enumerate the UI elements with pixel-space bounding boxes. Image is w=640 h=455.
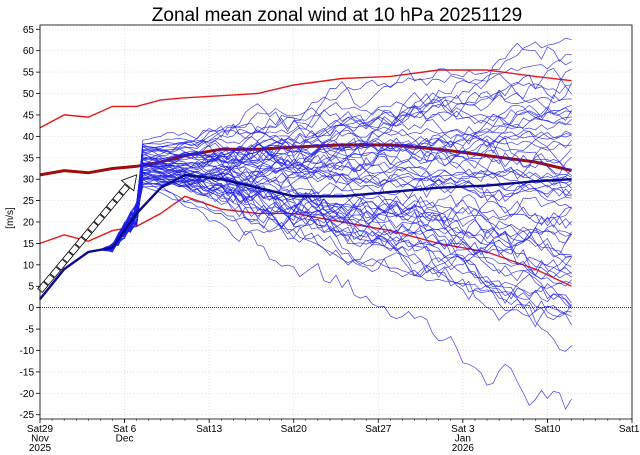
y-tick-label: -25 <box>20 410 35 421</box>
x-tick-label: Sat 6 <box>113 424 137 435</box>
annotation-arrow-segment <box>74 236 87 249</box>
x-tick-label: Dec <box>116 434 134 445</box>
climatology-min-line <box>39 195 572 287</box>
ensemble-member-line <box>39 185 572 317</box>
x-tick-label: Sat27 <box>365 424 392 435</box>
y-tick-label: -5 <box>25 325 34 336</box>
x-tick-label: Sat29 <box>27 424 54 435</box>
y-tick-label: 15 <box>23 239 35 250</box>
y-tick-label: 10 <box>23 260 35 271</box>
y-tick-label: 65 <box>23 25 35 36</box>
y-tick-label: -20 <box>20 389 35 400</box>
ensemble-member-line <box>39 168 572 300</box>
y-tick-label: -10 <box>20 346 35 357</box>
y-tick-label: 35 <box>23 153 35 164</box>
annotation-arrow-segment <box>93 213 105 226</box>
y-tick-label: 50 <box>23 89 35 100</box>
y-tick-label: 55 <box>23 68 35 79</box>
y-tick-label: 20 <box>23 218 35 229</box>
annotation-arrow-segment <box>118 183 130 196</box>
annotation-arrow-segment <box>62 251 74 264</box>
ensemble-mean-line <box>39 173 572 300</box>
ensemble-member-line <box>39 104 572 300</box>
ensemble-mean-layer <box>39 173 572 300</box>
y-tick-label: -15 <box>20 367 35 378</box>
ensemble-member-line <box>39 146 572 300</box>
annotation-arrow <box>37 174 138 294</box>
annotation-arrow-segment <box>68 243 80 256</box>
x-tick-label: Sat10 <box>534 424 561 435</box>
y-tick-label: 45 <box>23 110 35 121</box>
y-tick-label: 5 <box>28 282 34 293</box>
climatology-max-line <box>39 69 572 129</box>
annotation-arrow-segment <box>43 273 55 286</box>
y-tick-label: 60 <box>23 46 35 57</box>
y-tick-label: 40 <box>23 132 35 143</box>
plot-frame <box>39 24 633 420</box>
ensemble-member-line <box>39 150 572 352</box>
axes <box>36 24 633 423</box>
annotation-arrow-head <box>120 174 138 192</box>
annotation-arrow-segment <box>112 191 124 204</box>
x-tick-label: Sat20 <box>281 424 308 435</box>
annotation-arrow-segment <box>99 206 112 219</box>
ensemble-member-line <box>39 67 572 300</box>
y-tick-label: 30 <box>23 175 35 186</box>
x-tick-label: Jan <box>455 434 471 445</box>
y-tick-label: 0 <box>28 303 34 314</box>
x-tick-label: Nov <box>31 434 49 445</box>
x-tick-label: Sat13 <box>196 424 223 435</box>
ensemble-member-line <box>39 178 572 320</box>
x-tick-label: Sat17 <box>619 424 640 435</box>
annotation-arrow-segment <box>87 221 99 234</box>
y-tick-label: 25 <box>23 196 35 207</box>
annotation-arrow-segment <box>106 198 118 211</box>
y-axis-label: [m/s] <box>5 207 16 229</box>
annotation-arrow-segment <box>55 258 68 271</box>
y-tick-labels: -25 -20 -15 -10 -5 0 5 10 15 20 25 30 35 40 45 50 55 60 65 <box>20 25 35 421</box>
annotation-layer <box>37 174 138 294</box>
x-tick-label: 2026 <box>452 443 475 454</box>
x-tick-label: 2025 <box>29 443 52 454</box>
x-tick-label: Sat 3 <box>451 424 475 435</box>
ensemble-member-line <box>39 105 572 300</box>
chart-title: Zonal mean zonal wind at 10 hPa 20251129 <box>152 5 522 26</box>
ensemble-layer <box>39 37 572 410</box>
climatology-layer <box>39 69 572 287</box>
ensemble-member-line <box>39 104 572 300</box>
ensemble-member-line <box>39 176 572 300</box>
annotation-arrow-segment <box>49 266 62 279</box>
annotation-arrow-segment <box>80 228 93 241</box>
